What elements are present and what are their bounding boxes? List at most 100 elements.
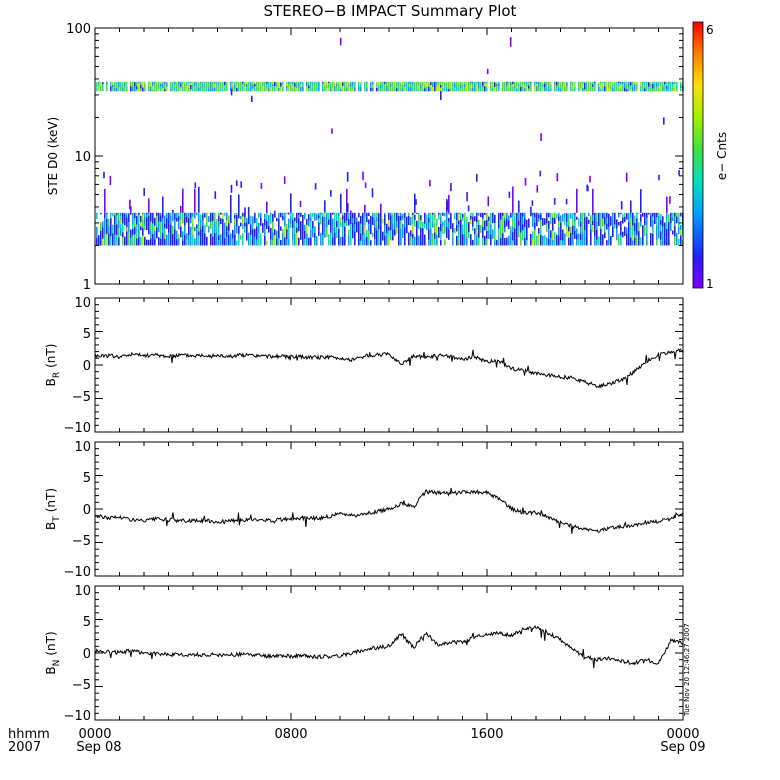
spectrogram-cell [502, 215, 504, 224]
spectrogram-cell [142, 212, 144, 214]
spectrogram-cell [408, 212, 410, 216]
spectrogram-cell [216, 81, 218, 85]
spectrogram-cell [588, 83, 590, 86]
spectrogram-cell [306, 233, 308, 246]
spectrogram-cell [560, 232, 562, 241]
spectrogram-cell [586, 82, 588, 87]
spectrogram-cell [662, 226, 664, 236]
spectrogram-cell [478, 231, 480, 238]
spectrogram-cell [660, 231, 662, 240]
spectrogram-cell [400, 81, 402, 84]
spectrogram-cell [540, 229, 542, 235]
spectrogram-cell [388, 219, 390, 227]
spectrogram-cell [190, 81, 192, 83]
spectrogram-cell [134, 214, 136, 219]
spectrogram-cell [448, 212, 450, 215]
spectrogram-cell [592, 225, 594, 233]
spectrogram-cell [514, 82, 516, 86]
spectrogram-cell [150, 238, 152, 246]
spectrogram-cell [270, 239, 272, 246]
spectrogram-cell [210, 88, 212, 92]
spectrogram-cell [444, 219, 446, 229]
spectrogram-cell [522, 88, 524, 92]
spectrogram-cell [608, 221, 610, 228]
spectrogram-cell [612, 88, 614, 92]
spectrogram-cell [392, 229, 394, 236]
spectrogram-cell [622, 89, 624, 92]
br-y-label-main: B [44, 378, 58, 386]
spectrogram-cell [546, 212, 548, 217]
spectrogram-cell [494, 240, 496, 246]
spectrogram-cell [326, 88, 328, 92]
spectrogram-cell [548, 213, 550, 218]
spectrogram-cell [192, 81, 194, 85]
spectrogram-cell [142, 235, 144, 246]
spectrogram-cell [430, 228, 432, 237]
spectrogram-cell [536, 185, 539, 193]
spectrogram-cell [614, 224, 616, 229]
spectrogram-cell [470, 88, 472, 92]
spectrogram-cell [346, 215, 348, 221]
spectrogram-cell [278, 227, 280, 239]
spectrogram-cell [238, 212, 240, 219]
spectrogram-cell [106, 218, 108, 224]
bn-trace [94, 625, 684, 669]
spectrogram-cell [310, 221, 312, 230]
spectrogram-cell [388, 236, 390, 246]
spectrogram-cell [552, 239, 554, 246]
spectrogram-cell [200, 223, 202, 230]
spectrogram-cell [424, 219, 426, 224]
spectrogram-cell [540, 133, 542, 142]
spectrogram-cell [322, 216, 324, 223]
spectrogram-cell [446, 216, 448, 222]
spectrogram-cell [210, 213, 212, 218]
spectrogram-cell [129, 199, 131, 210]
spectrogram-cell [522, 230, 524, 241]
spectrogram-cell [634, 231, 636, 238]
spectrogram-cell [626, 213, 628, 220]
spectrogram-cell [208, 85, 210, 89]
spectrogram-cell [128, 232, 130, 246]
spectrogram-cell [160, 83, 162, 88]
spectrogram-cell [616, 219, 618, 229]
spectrogram-cell [466, 84, 468, 89]
spectrogram-cell [620, 235, 622, 246]
spectrogram-cell [516, 238, 518, 246]
spectrogram-cell [310, 81, 312, 83]
spectrogram-cell [516, 212, 518, 222]
spectrogram-cell [546, 81, 548, 86]
spectrogram-cell [498, 214, 500, 224]
spectrogram-cell [428, 212, 430, 218]
spectrogram-cell [282, 229, 284, 234]
spectrogram-cell [370, 240, 372, 246]
spectrogram-cell [638, 222, 640, 232]
br-panel: 10 5 0 −5 −10 BR(nT) [44, 296, 684, 436]
spectrogram-cell [512, 221, 514, 227]
spectrogram-cell [270, 227, 272, 240]
spectrogram-cell [486, 230, 488, 239]
spectrogram-cell [250, 215, 252, 225]
spectrogram-cell [228, 230, 230, 235]
spectrogram-cell [536, 84, 538, 87]
spectrogram-cell [240, 222, 242, 227]
spectrogram-cell [188, 217, 190, 226]
spectrogram-cell [392, 235, 394, 241]
spectrogram-cell [158, 221, 160, 233]
spectrogram-cell [506, 237, 508, 246]
spectrogram-cell [562, 87, 564, 92]
spectrogram-cell [250, 224, 252, 235]
spectrogram-cell [120, 228, 122, 236]
spectrogram-cell [218, 215, 220, 222]
spectrogram-cell [190, 218, 192, 224]
spectrogram-cell [418, 212, 420, 215]
spectrogram-cell [554, 212, 556, 218]
spectrogram-cell [626, 233, 628, 246]
spectrogram-cell [308, 81, 310, 83]
spectrogram-cell [482, 218, 484, 227]
spectrogram-cell [114, 234, 116, 246]
spectrogram-cell [132, 218, 134, 225]
spectrogram-cell [490, 213, 492, 220]
spectrogram-cell [474, 228, 476, 235]
spectrogram-cell [172, 233, 174, 246]
spectrogram-cell [604, 232, 606, 239]
